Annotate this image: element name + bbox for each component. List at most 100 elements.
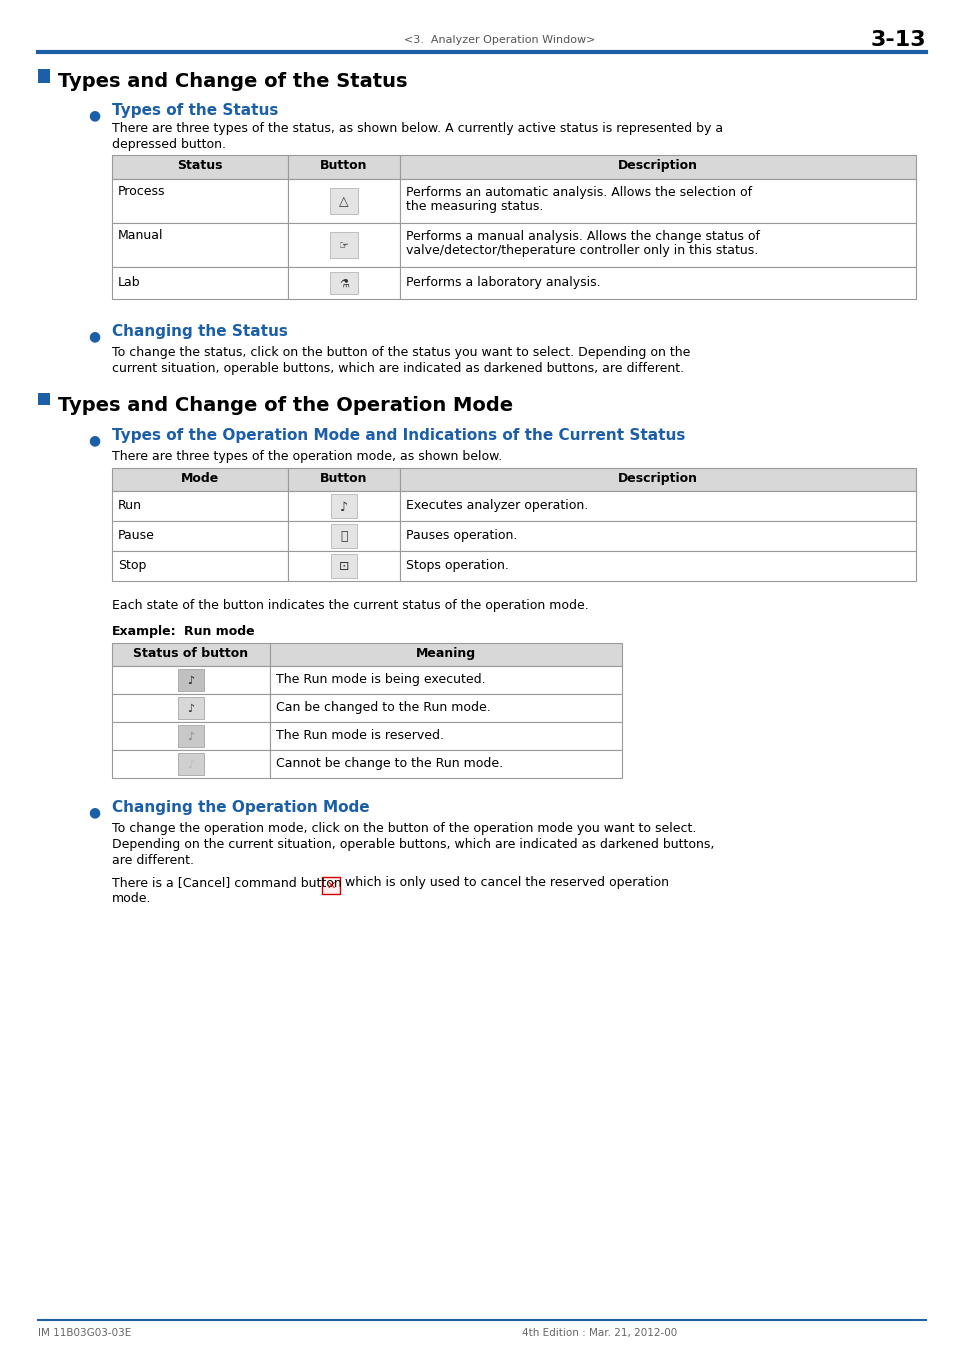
Text: Types and Change of the Operation Mode: Types and Change of the Operation Mode	[58, 396, 513, 414]
Bar	[288, 468, 399, 491]
Text: Description: Description	[618, 159, 698, 171]
Text: Status: Status	[177, 159, 222, 171]
Text: Changing the Operation Mode: Changing the Operation Mode	[112, 801, 369, 815]
Bar	[288, 491, 399, 521]
Text: 4th Edition : Mar. 21, 2012-00: 4th Edition : Mar. 21, 2012-00	[522, 1328, 677, 1338]
Bar	[38, 393, 50, 405]
Text: ♪: ♪	[187, 732, 194, 742]
Text: Pause: Pause	[118, 529, 154, 541]
Text: are different.: are different.	[112, 855, 193, 867]
Text: The Run mode is being executed.: The Run mode is being executed.	[275, 674, 485, 686]
Bar	[399, 468, 915, 491]
Text: Types and Change of the Status: Types and Change of the Status	[58, 72, 407, 90]
Bar	[178, 753, 204, 775]
Bar	[331, 554, 356, 578]
Text: valve/detector/theperature controller only in this status.: valve/detector/theperature controller on…	[406, 244, 758, 256]
Text: Depending on the current situation, operable buttons, which are indicated as dar: Depending on the current situation, oper…	[112, 838, 714, 850]
Text: <3.  Analyzer Operation Window>: <3. Analyzer Operation Window>	[404, 35, 595, 45]
Text: the measuring status.: the measuring status.	[406, 200, 543, 213]
Bar	[270, 722, 621, 751]
Text: Each state of the button indicates the current status of the operation mode.: Each state of the button indicates the c…	[112, 599, 588, 612]
Text: △: △	[339, 196, 349, 208]
Bar	[112, 643, 270, 666]
Bar	[288, 180, 399, 223]
Bar	[399, 267, 915, 298]
Text: Cannot be change to the Run mode.: Cannot be change to the Run mode.	[275, 757, 502, 769]
Text: There are three types of the operation mode, as shown below.: There are three types of the operation m…	[112, 450, 501, 463]
Bar	[112, 491, 288, 521]
Text: ⚗: ⚗	[338, 279, 349, 289]
Bar	[112, 521, 288, 551]
Bar	[288, 551, 399, 580]
Text: mode.: mode.	[112, 892, 152, 904]
Bar	[399, 180, 915, 223]
Bar	[112, 694, 270, 722]
Text: There are three types of the status, as shown below. A currently active status i: There are three types of the status, as …	[112, 122, 722, 135]
Text: Button: Button	[320, 472, 367, 485]
Text: ♪: ♪	[187, 676, 194, 686]
Bar	[112, 722, 270, 751]
Text: There is a [Cancel] command button: There is a [Cancel] command button	[112, 876, 341, 890]
Text: ●: ●	[88, 329, 100, 343]
Text: current situation, operable buttons, which are indicated as darkened buttons, ar: current situation, operable buttons, whi…	[112, 362, 683, 375]
Bar	[270, 643, 621, 666]
Text: ●: ●	[88, 805, 100, 819]
Text: Manual: Manual	[118, 230, 163, 242]
Text: Types of the Status: Types of the Status	[112, 103, 278, 117]
Text: Performs an automatic analysis. Allows the selection of: Performs an automatic analysis. Allows t…	[406, 186, 751, 198]
Text: To change the status, click on the button of the status you want to select. Depe: To change the status, click on the butto…	[112, 346, 690, 359]
Bar	[331, 494, 356, 518]
Bar	[331, 524, 356, 548]
Text: To change the operation mode, click on the button of the operation mode you want: To change the operation mode, click on t…	[112, 822, 696, 836]
Text: Pauses operation.: Pauses operation.	[406, 529, 517, 541]
Text: Can be changed to the Run mode.: Can be changed to the Run mode.	[275, 701, 490, 714]
Bar	[38, 72, 50, 82]
Text: Changing the Status: Changing the Status	[112, 324, 288, 339]
Bar	[178, 725, 204, 747]
Text: Status of button: Status of button	[133, 647, 249, 660]
Bar	[112, 551, 288, 580]
Bar	[288, 155, 399, 180]
Text: Process: Process	[118, 185, 165, 198]
Bar	[112, 267, 288, 298]
Bar	[288, 267, 399, 298]
Text: Run: Run	[118, 500, 142, 512]
Text: Example:: Example:	[112, 625, 176, 639]
Text: Lab: Lab	[118, 275, 140, 289]
Bar	[112, 155, 288, 180]
Bar	[288, 521, 399, 551]
Text: Performs a manual analysis. Allows the change status of: Performs a manual analysis. Allows the c…	[406, 230, 760, 243]
Bar	[38, 69, 50, 81]
Text: IM 11B03G03-03E: IM 11B03G03-03E	[38, 1328, 132, 1338]
Text: Meaning: Meaning	[416, 647, 476, 660]
Bar	[330, 271, 357, 294]
Text: ⏸: ⏸	[340, 531, 348, 544]
Bar	[112, 223, 288, 267]
Text: Button: Button	[320, 159, 367, 171]
Text: ●: ●	[88, 108, 100, 122]
Bar	[399, 491, 915, 521]
Bar	[178, 697, 204, 720]
Text: 3-13: 3-13	[869, 30, 925, 50]
Text: Run mode: Run mode	[184, 625, 254, 639]
Text: ☞: ☞	[338, 242, 349, 251]
Bar	[330, 232, 357, 258]
Bar	[270, 694, 621, 722]
Bar	[112, 468, 288, 491]
Text: ♪: ♪	[187, 760, 194, 770]
Text: The Run mode is reserved.: The Run mode is reserved.	[275, 729, 443, 742]
Text: which is only used to cancel the reserved operation: which is only used to cancel the reserve…	[345, 876, 668, 890]
Text: ♪: ♪	[339, 501, 348, 513]
Text: Mode: Mode	[181, 472, 219, 485]
Bar	[112, 180, 288, 223]
Bar	[399, 155, 915, 180]
Text: Description: Description	[618, 472, 698, 485]
Bar	[112, 751, 270, 778]
Bar	[288, 223, 399, 267]
Text: ✕: ✕	[326, 882, 335, 891]
Text: depressed button.: depressed button.	[112, 138, 226, 151]
Bar	[322, 878, 339, 894]
Bar	[270, 666, 621, 694]
Text: ●: ●	[88, 433, 100, 447]
Bar	[178, 670, 204, 691]
